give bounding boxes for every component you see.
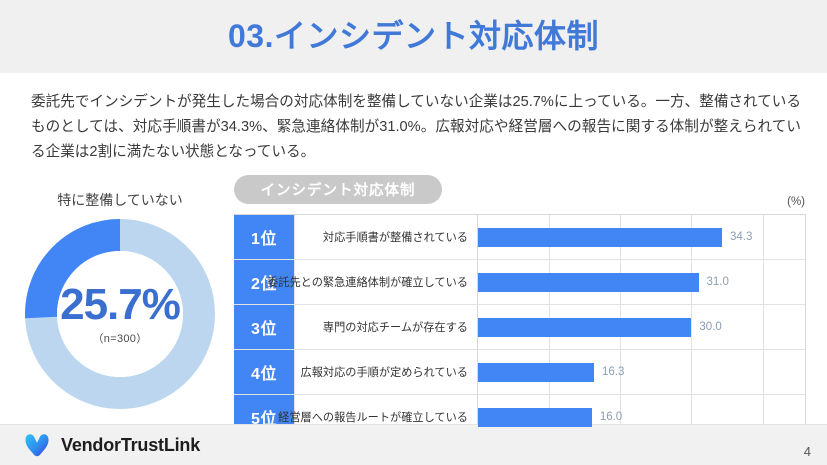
chart-gridline: [762, 215, 764, 259]
item-label-cell: 対応手順書が整備されている: [294, 215, 478, 259]
table-row: 1位 対応手順書が整備されている 34.3: [234, 215, 805, 260]
table-row: 4位 広報対応の手順が定められている 16.3: [234, 350, 805, 395]
item-label-cell: 委託先との緊急連絡体制が確立している: [267, 260, 478, 304]
bar-cell: 31.0: [478, 260, 805, 304]
value-label: 34.3: [730, 231, 753, 243]
value-label: 31.0: [706, 276, 729, 288]
value-label: 30.0: [699, 321, 722, 333]
value-bar: [478, 407, 592, 427]
chart-gridline: [620, 350, 622, 394]
brand-logo-group: VendorTrustLink: [22, 430, 200, 460]
bar-cell: 30.0: [478, 305, 805, 349]
brand-name: VendorTrustLink: [61, 434, 201, 455]
chart-gridline: [762, 305, 764, 349]
chart-gridline: [691, 305, 693, 349]
footer-band: VendorTrustLink 4: [0, 424, 827, 465]
chart-gridline: [762, 395, 764, 439]
table-row: 3位 専門の対応チームが存在する 30.0: [234, 305, 805, 350]
donut-hole: [57, 251, 183, 377]
page-number: 4: [803, 444, 811, 459]
chart-gridline: [620, 395, 622, 439]
chart-gridline: [691, 395, 693, 439]
axis-unit-label: (%): [787, 196, 805, 208]
item-label-cell: 専門の対応チームが存在する: [294, 305, 478, 349]
logo-v-shape: [25, 434, 49, 457]
chart-gridline: [762, 260, 764, 304]
table-row: 2位 委託先との緊急連絡体制が確立している 31.0: [234, 260, 805, 305]
section-badge: インシデント対応体制: [234, 175, 442, 204]
donut-svg: [25, 219, 215, 409]
header-band: [0, 0, 827, 73]
ranking-table: 1位 対応手順書が整備されている 34.3 2位 委託先との緊急連絡体制が確立している 3…: [234, 214, 806, 440]
bar-cell: 34.3: [478, 215, 805, 259]
donut-chart: 特に整備していない 25.7% （n=300）: [12, 190, 228, 415]
value-label: 16.3: [601, 366, 625, 378]
item-label-cell: 広報対応の手順が定められている: [294, 350, 478, 394]
rank-cell: 2位: [234, 260, 294, 304]
value-bar: [478, 227, 722, 247]
value-bar: [478, 272, 699, 292]
vendor-trust-link-logo-icon: [25, 434, 49, 457]
donut-value-segment: [25, 219, 215, 409]
donut-caption: 特に整備していない: [57, 192, 183, 208]
page-title: 03.インシデント対応体制: [228, 18, 599, 54]
rank-cell: 4位: [234, 350, 294, 394]
value-label: 16.0: [599, 411, 623, 423]
value-bar: [478, 362, 594, 382]
lead-paragraph: 委託先でインシデントが発生した場合の対応体制を整備していない企業は25.7%に上…: [31, 94, 801, 160]
chart-gridline: [691, 350, 693, 394]
bar-cell: 16.3: [478, 350, 805, 394]
rank-cell: 3位: [234, 305, 294, 349]
chart-gridline: [762, 350, 764, 394]
value-bar: [478, 317, 692, 337]
rank-cell: 1位: [234, 215, 294, 259]
